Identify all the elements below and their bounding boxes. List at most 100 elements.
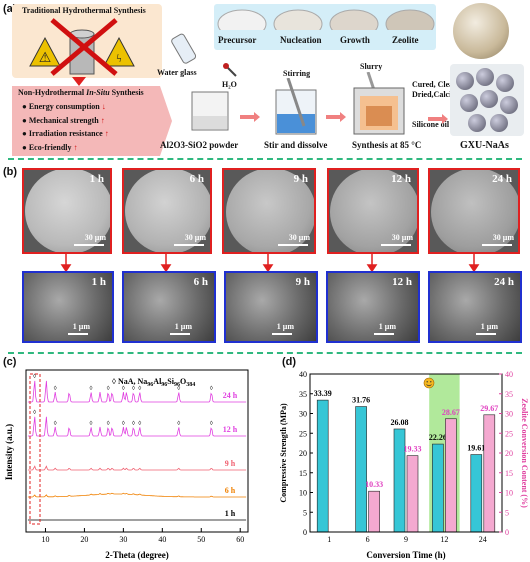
conversion-label: 10.33 bbox=[365, 480, 383, 489]
peak-marker: ◊ bbox=[138, 385, 141, 392]
stages-strip: Precursor Nucleation Growth Zeolite bbox=[214, 4, 436, 50]
separator bbox=[8, 158, 522, 160]
scale-bar bbox=[476, 333, 496, 335]
zeolite-sphere-image bbox=[453, 3, 509, 59]
low-angle-highlight-box bbox=[29, 373, 41, 525]
xrd-trace bbox=[27, 416, 247, 437]
conversion-label: 28.67 bbox=[442, 408, 460, 417]
scale-label: 1 μm bbox=[174, 322, 192, 331]
water-glass-label: Water glass bbox=[157, 68, 197, 77]
strength-label: 19.61 bbox=[467, 444, 485, 453]
scale-label: 1 μm bbox=[480, 322, 498, 331]
bar-xtick-label: 6 bbox=[366, 535, 370, 544]
strength-label: 31.76 bbox=[352, 396, 370, 405]
down-arrow-icon bbox=[72, 77, 86, 86]
scale-bar bbox=[170, 333, 190, 335]
arrow-right-icon bbox=[326, 112, 346, 122]
time-label: 6 h bbox=[193, 276, 208, 288]
step2-label: Stir and dissolve bbox=[264, 140, 328, 150]
conversion-bar bbox=[368, 490, 380, 533]
xrd-trace bbox=[27, 465, 247, 471]
bar-ytick-label-right: 35 bbox=[505, 390, 513, 399]
conversion-label: 19.33 bbox=[404, 445, 422, 454]
strength-bar bbox=[355, 406, 367, 533]
xrd-series-label: 24 h bbox=[223, 391, 238, 400]
bar-ytick-label: 10 bbox=[299, 489, 307, 498]
beaker-powder-icon bbox=[191, 91, 229, 131]
scale-label: 30 μm bbox=[184, 233, 206, 242]
arrow-right-icon bbox=[428, 114, 448, 124]
benefit-item: ● Eco-friendly ↑ bbox=[22, 142, 78, 152]
peak-marker: ◊ bbox=[90, 385, 93, 392]
time-label: 12 h bbox=[391, 173, 411, 185]
bar-ytick-label-right: 5 bbox=[505, 508, 509, 517]
peak-marker: ◊ bbox=[132, 420, 135, 427]
time-label: 9 h bbox=[293, 173, 308, 185]
scale-label: 1 μm bbox=[72, 322, 90, 331]
big-arrow-shape bbox=[160, 86, 172, 156]
traditional-box: Traditional Hydrothermal Synthesis ⚠ ϟ bbox=[12, 4, 162, 78]
scale-bar bbox=[174, 244, 204, 246]
time-label: 12 h bbox=[392, 276, 412, 288]
sem-low-1h: 1 h 30 μm bbox=[22, 168, 112, 254]
scale-bar bbox=[482, 244, 512, 246]
time-label: 6 h bbox=[189, 173, 204, 185]
time-label: 1 h bbox=[91, 276, 106, 288]
sem-high-1h: 1 h 1 μm bbox=[22, 271, 114, 343]
scale-bar bbox=[68, 333, 88, 335]
stage-label: Precursor bbox=[218, 35, 257, 45]
product-label: GXU-NaAs bbox=[460, 140, 509, 151]
peak-marker: ◊ bbox=[122, 385, 125, 392]
time-label: 24 h bbox=[492, 173, 512, 185]
bar-ytick-label-right: 40 bbox=[505, 370, 513, 379]
peak-marker: ◊ bbox=[107, 420, 110, 427]
h2o-label: H₂O bbox=[222, 80, 237, 89]
scale-label: 1 μm bbox=[378, 322, 396, 331]
peak-marker: ◊ bbox=[33, 409, 36, 416]
scale-bar bbox=[74, 244, 104, 246]
sem-low-9h: 9 h 30 μm bbox=[222, 168, 316, 254]
stage-label: Growth bbox=[340, 35, 370, 45]
xrd-series-label: 6 h bbox=[225, 486, 236, 495]
product-photo bbox=[450, 64, 524, 136]
scale-label: 30 μm bbox=[492, 233, 514, 242]
bar-xtick-label: 12 bbox=[440, 535, 448, 544]
sem-high-6h: 6 h 1 μm bbox=[122, 271, 216, 343]
xrd-xtick-label: 20 bbox=[80, 535, 88, 544]
bar-ytick-label-right: 30 bbox=[505, 410, 513, 419]
sem-low-6h: 6 h 30 μm bbox=[122, 168, 212, 254]
bar-ytick-label-right: 15 bbox=[505, 469, 513, 478]
benefit-item: ● Mechanical strength ↑ bbox=[22, 115, 105, 125]
stage-label: Nucleation bbox=[280, 35, 322, 45]
bar-ylabel-left: Compressive Strength (MPa) bbox=[279, 403, 288, 503]
bar-ytick-label: 25 bbox=[299, 429, 307, 438]
panel-d-label: (d) bbox=[282, 356, 297, 368]
scale-label: 1 μm bbox=[276, 322, 294, 331]
peak-marker: ◊ bbox=[107, 385, 110, 392]
peak-marker: ◊ bbox=[132, 385, 135, 392]
peak-marker: ◊ bbox=[90, 420, 93, 427]
water-glass-bottle-icon bbox=[171, 33, 197, 64]
dropper-icon bbox=[223, 63, 237, 77]
bar-ytick-label-right: 10 bbox=[505, 489, 513, 498]
bar-xlabel: Conversion Time (h) bbox=[366, 550, 445, 560]
svg-text:ϟ: ϟ bbox=[116, 51, 121, 65]
nonhydro-box: Non-Hydrothermal In-Situ Synthesis ● Ene… bbox=[12, 86, 160, 156]
slurry-label: Slurry bbox=[360, 62, 383, 71]
peak-marker: ◊ bbox=[138, 420, 141, 427]
peak-marker: ◊ bbox=[210, 385, 213, 392]
panel-c-label: (c) bbox=[3, 356, 17, 368]
arrow-right-icon bbox=[240, 112, 260, 122]
stirring-label: Stirring bbox=[283, 69, 311, 78]
bar-ytick-label: 40 bbox=[299, 370, 307, 379]
scale-bar bbox=[278, 244, 308, 246]
traditional-title: Traditional Hydrothermal Synthesis bbox=[22, 6, 146, 15]
bar-xtick-label: 9 bbox=[404, 535, 408, 544]
smiley-icon bbox=[423, 377, 435, 389]
bar-ytick-label-right: 0 bbox=[505, 528, 509, 537]
stage-label: Zeolite bbox=[392, 35, 419, 45]
sem-high-12h: 12 h 1 μm bbox=[326, 271, 420, 343]
step1-label: Al2O3-SiO2 powder bbox=[160, 140, 239, 150]
peak-marker: ◊ bbox=[210, 420, 213, 427]
bar-ytick-label: 30 bbox=[299, 410, 307, 419]
